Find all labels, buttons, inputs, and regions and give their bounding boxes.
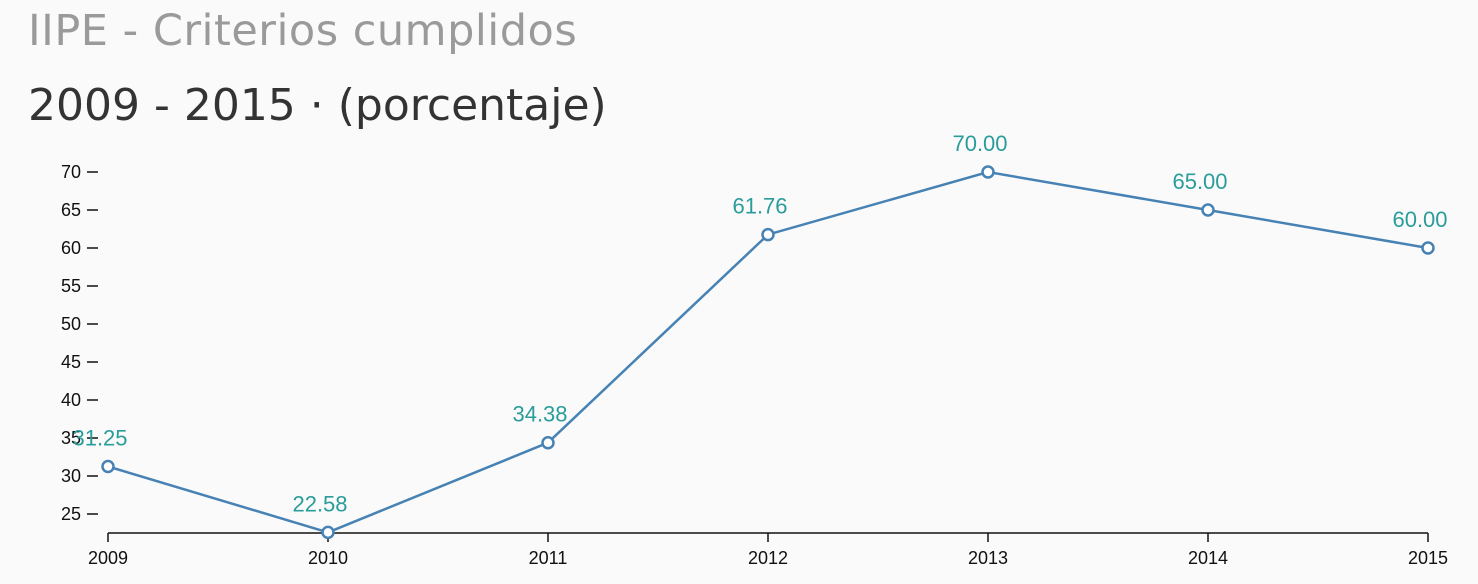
data-label: 61.76 [732, 194, 787, 219]
data-point [1201, 203, 1215, 217]
y-tick-label: 25 [61, 504, 81, 524]
data-point [541, 435, 555, 450]
data-point [761, 227, 775, 242]
x-tick-label: 2015 [1408, 548, 1448, 568]
data-point [321, 525, 335, 540]
y-tick-label: 70 [61, 162, 81, 182]
data-point [981, 165, 995, 179]
series-line [107, 170, 1429, 534]
data-point [101, 459, 115, 474]
y-tick-label: 45 [61, 352, 81, 372]
data-label: 31.25 [72, 426, 127, 451]
data-labels-group: 31.25 22.58 34.38 61.76 70.00 65.00 60.00 [72, 131, 1447, 516]
x-tick-label: 2014 [1188, 548, 1228, 568]
x-tick-label: 2010 [308, 548, 348, 568]
x-tick-label: 2009 [88, 548, 128, 568]
y-axis: 25 30 35 40 45 50 55 60 65 70 [61, 162, 98, 524]
chart-subtitle: 2009 - 2015 · (porcentaje) [28, 80, 607, 131]
data-label: 22.58 [292, 491, 347, 516]
y-tick-label: 35 [61, 428, 81, 448]
chart-title: IIPE - Criterios cumplidos [28, 6, 578, 56]
data-label: 60.00 [1392, 207, 1447, 232]
series-group [101, 165, 1435, 540]
x-tick-label: 2011 [529, 548, 568, 568]
y-tick-label: 65 [61, 200, 81, 220]
y-tick-label: 40 [61, 390, 81, 410]
y-tick-label: 60 [61, 238, 81, 258]
y-tick-label: 55 [61, 276, 81, 296]
x-tick-label: 2013 [968, 548, 1008, 568]
x-axis: 2009 2010 2011 2012 2013 2014 2015 [88, 532, 1448, 568]
data-label: 34.38 [512, 402, 567, 427]
x-tick-label: 2012 [748, 548, 788, 568]
y-tick-label: 30 [61, 466, 81, 486]
y-tick-label: 50 [61, 314, 81, 334]
data-label: 70.00 [952, 131, 1007, 156]
data-label: 65.00 [1172, 169, 1227, 194]
data-point [1421, 241, 1435, 255]
